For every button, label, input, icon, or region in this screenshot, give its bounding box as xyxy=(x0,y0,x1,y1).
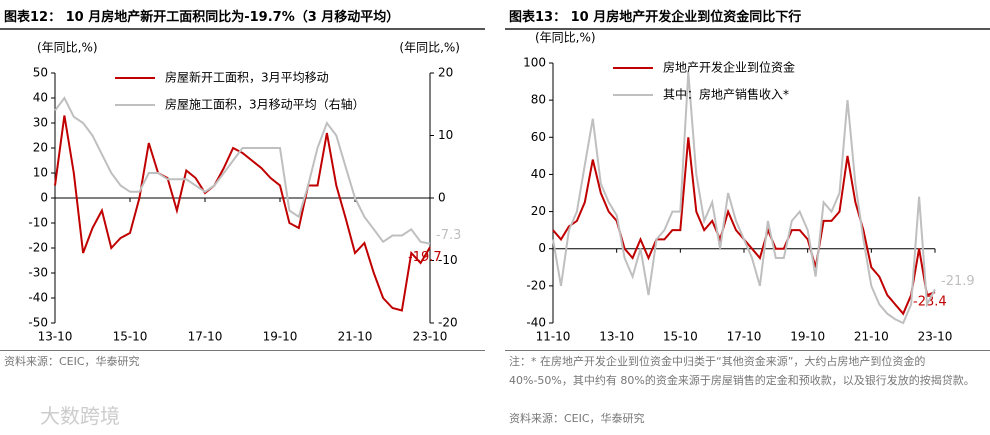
y2-tick-label: 20 xyxy=(438,66,453,80)
chart-title: 图表13： 10 月房地产开发企业到位资金同比下行 xyxy=(509,10,802,25)
x-tick-label: 17-10 xyxy=(188,330,223,344)
x-tick-label: 23-10 xyxy=(918,330,953,344)
y-tick-label: -50 xyxy=(28,316,48,330)
y-tick-label: 0 xyxy=(538,241,546,255)
watermark: 大数跨境 xyxy=(40,404,120,428)
panel: 图表12： 10 月房地产新开工面积同比为-19.7%（3 月移动平均） -50… xyxy=(0,0,485,435)
y-tick-label: -40 xyxy=(28,291,48,305)
y-tick-label: 50 xyxy=(33,66,48,80)
panel: 图表13： 10 月房地产开发企业到位资金同比下行 -40 -20 0 20 40 60 8… xyxy=(505,0,990,435)
x-tick-label: 13-10 xyxy=(599,330,634,344)
y2-tick-label: -10 xyxy=(438,253,458,267)
y-tick-label: 100 xyxy=(523,56,546,70)
y-tick-label: -30 xyxy=(28,266,48,280)
x-tick-label: 17-10 xyxy=(727,330,762,344)
x-tick-label: 19-10 xyxy=(263,330,298,344)
rule xyxy=(505,28,990,30)
end-label: -21.9 xyxy=(941,274,975,289)
series-line xyxy=(54,96,431,245)
x-tick-label: 21-10 xyxy=(854,330,889,344)
rule xyxy=(505,350,990,351)
y-tick-label: -20 xyxy=(28,241,48,255)
series-line xyxy=(552,137,936,316)
y-tick-label: 10 xyxy=(33,166,48,180)
y-tick-label: 40 xyxy=(33,91,48,105)
series-line xyxy=(54,115,431,312)
rule xyxy=(0,350,485,351)
x-tick-label: 21-10 xyxy=(338,330,373,344)
legend-label: 其中：房地产销售收入* xyxy=(663,87,789,102)
source: 资料来源：CEIC，华泰研究 xyxy=(4,355,140,368)
x-tick-label: 15-10 xyxy=(113,330,148,344)
y2-tick-label: 0 xyxy=(438,191,446,205)
x-tick-label: 11-10 xyxy=(536,330,571,344)
series-line xyxy=(552,72,936,325)
rule xyxy=(0,28,485,30)
y-tick-label: -20 xyxy=(526,278,546,292)
chart-title: 图表12： 10 月房地产新开工面积同比为-19.7%（3 月移动平均） xyxy=(4,10,400,25)
legend-label: 房屋施工面积，3月移动平均（右轴） xyxy=(165,97,365,112)
end-label: -7.3 xyxy=(436,228,461,243)
y-tick-label: 20 xyxy=(33,141,48,155)
end-label: -23.4 xyxy=(913,295,947,310)
note: 注：* 在房地产开发企业到位资金中归类于“其他资金来源”，大约占房地产到位资金的… xyxy=(509,355,975,387)
chart: -50 -40 -30 -20 -10 0 10 20 30 40 50 -20 -10 0 10 20 (年同… xyxy=(28,41,461,344)
x-tick-label: 23-10 xyxy=(413,330,448,344)
y-tick-label: 60 xyxy=(531,130,546,144)
legend-label: 房屋新开工面积，3月平均移动 xyxy=(165,70,329,85)
y-axis-title: (年同比,%) xyxy=(535,31,596,45)
end-label: -19.7 xyxy=(408,250,442,265)
y2-tick-label: 10 xyxy=(438,128,453,142)
y-tick-label: -40 xyxy=(526,316,546,330)
y2-axis-title: (年同比,%) xyxy=(399,41,460,55)
legend-label: 房地产开发企业到位资金 xyxy=(663,60,795,75)
x-tick-label: 15-10 xyxy=(663,330,698,344)
y-tick-label: -10 xyxy=(28,216,48,230)
source: 资料来源：CEIC，华泰研究 xyxy=(509,412,645,425)
x-tick-label: 13-10 xyxy=(38,330,73,344)
chart: -40 -20 0 20 40 60 80 100 (年同比,%) 11-10 13-10 15-10… xyxy=(523,31,975,344)
y2-tick-label: -20 xyxy=(438,316,458,330)
y-tick-label: 0 xyxy=(40,191,48,205)
x-tick-label: 19-10 xyxy=(790,330,825,344)
y-tick-label: 80 xyxy=(531,93,546,107)
y-tick-label: 20 xyxy=(531,204,546,218)
y-tick-label: 30 xyxy=(33,116,48,130)
y-tick-label: 40 xyxy=(531,167,546,181)
y-axis-title: (年同比,%) xyxy=(37,41,98,55)
